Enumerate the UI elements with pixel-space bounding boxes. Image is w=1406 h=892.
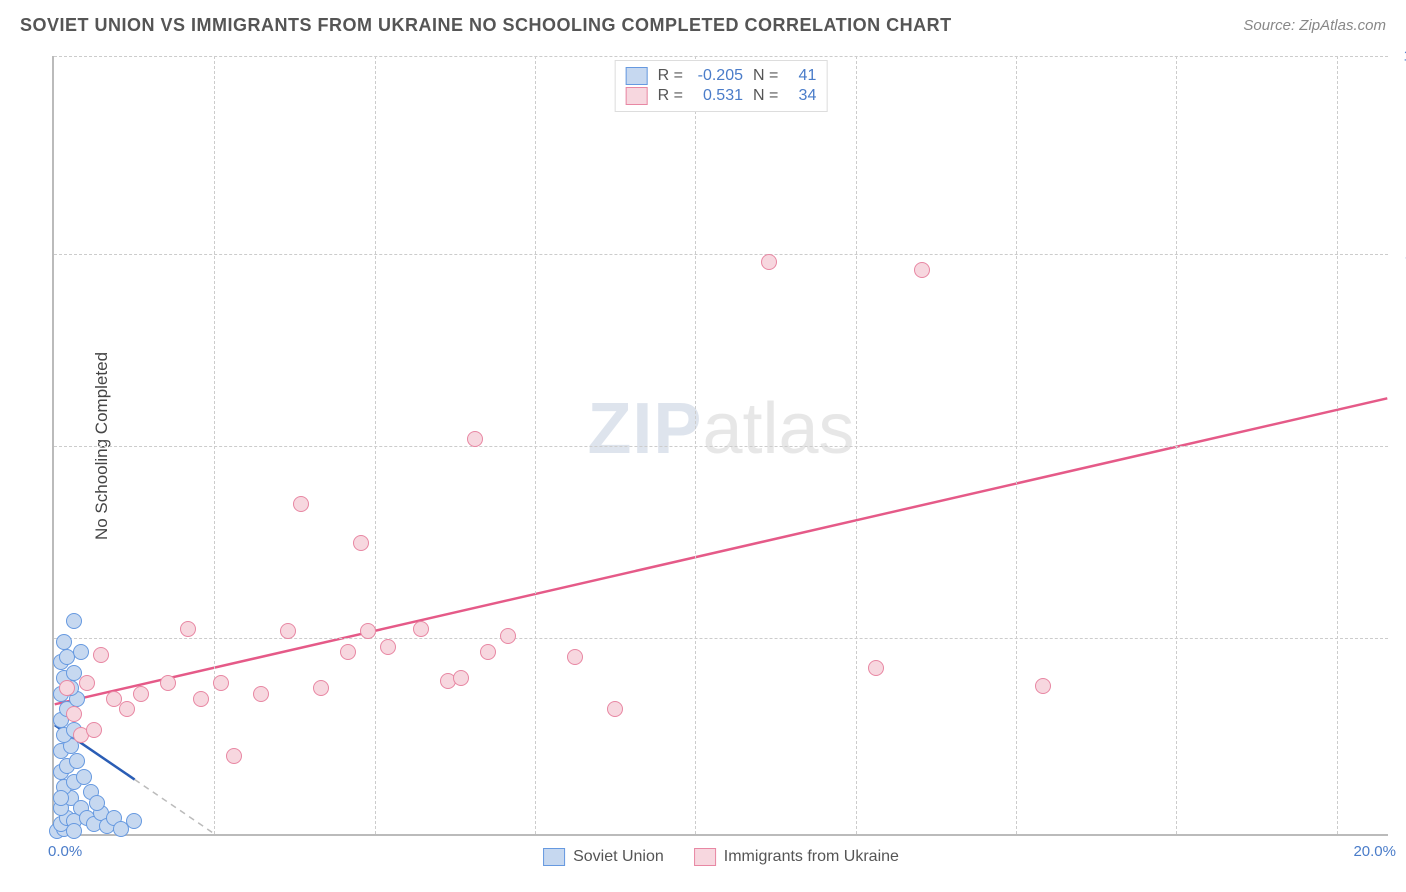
scatter-point-ukraine <box>313 680 329 696</box>
legend-swatch <box>543 848 565 866</box>
legend-label: Soviet Union <box>573 848 664 866</box>
chart-title: SOVIET UNION VS IMMIGRANTS FROM UKRAINE … <box>20 15 952 36</box>
gridline-vertical <box>1016 56 1017 834</box>
scatter-point-ukraine <box>353 535 369 551</box>
scatter-point-ukraine <box>607 701 623 717</box>
scatter-point-soviet <box>66 823 82 839</box>
scatter-point-soviet <box>53 790 69 806</box>
scatter-point-ukraine <box>133 686 149 702</box>
scatter-point-ukraine <box>253 686 269 702</box>
watermark-zip: ZIP <box>587 389 702 469</box>
scatter-point-ukraine <box>340 644 356 660</box>
scatter-point-ukraine <box>213 675 229 691</box>
gridline-vertical <box>695 56 696 834</box>
scatter-point-soviet <box>56 634 72 650</box>
x-tick-label: 20.0% <box>1353 843 1396 860</box>
scatter-point-soviet <box>66 613 82 629</box>
scatter-point-ukraine <box>413 621 429 637</box>
scatter-point-ukraine <box>79 675 95 691</box>
gridline-vertical <box>1176 56 1177 834</box>
scatter-point-ukraine <box>480 644 496 660</box>
stats-row-ukraine: R = 0.531 N = 34 <box>626 87 817 105</box>
gridline-horizontal <box>54 446 1388 447</box>
scatter-point-ukraine <box>567 649 583 665</box>
r-value: -0.205 <box>693 67 743 85</box>
gridline-horizontal <box>54 638 1388 639</box>
scatter-point-soviet <box>69 753 85 769</box>
scatter-point-ukraine <box>86 722 102 738</box>
n-value: 34 <box>788 87 816 105</box>
scatter-point-ukraine <box>59 680 75 696</box>
watermark: ZIPatlas <box>587 388 854 470</box>
scatter-point-ukraine <box>761 254 777 270</box>
gridline-vertical <box>856 56 857 834</box>
scatter-point-ukraine <box>360 623 376 639</box>
legend-swatch <box>694 848 716 866</box>
legend-item-soviet: Soviet Union <box>543 848 664 866</box>
x-tick-label: 0.0% <box>48 843 82 860</box>
scatter-point-soviet <box>76 769 92 785</box>
source-prefix: Source: <box>1243 17 1299 34</box>
r-value: 0.531 <box>693 87 743 105</box>
scatter-point-ukraine <box>467 431 483 447</box>
r-label: R = <box>658 87 683 105</box>
scatter-point-ukraine <box>66 706 82 722</box>
scatter-point-soviet <box>73 644 89 660</box>
legend-item-ukraine: Immigrants from Ukraine <box>694 848 899 866</box>
legend-label: Immigrants from Ukraine <box>724 848 899 866</box>
scatter-point-ukraine <box>160 675 176 691</box>
gridline-horizontal <box>54 254 1388 255</box>
scatter-point-ukraine <box>193 691 209 707</box>
gridline-vertical <box>535 56 536 834</box>
scatter-point-ukraine <box>500 628 516 644</box>
trendline-overlay <box>54 56 1388 834</box>
n-label: N = <box>753 87 778 105</box>
scatter-point-ukraine <box>93 647 109 663</box>
scatter-point-soviet <box>89 795 105 811</box>
scatter-point-ukraine <box>180 621 196 637</box>
gridline-vertical <box>214 56 215 834</box>
scatter-point-ukraine <box>453 670 469 686</box>
y-tick-label: 3.8% <box>1396 630 1406 647</box>
legend-swatch <box>626 67 648 85</box>
y-tick-label: 11.2% <box>1396 245 1406 262</box>
stats-row-soviet: R = -0.205 N = 41 <box>626 67 817 85</box>
scatter-point-ukraine <box>868 660 884 676</box>
gridline-vertical <box>1337 56 1338 834</box>
scatter-point-ukraine <box>914 262 930 278</box>
scatter-point-ukraine <box>380 639 396 655</box>
scatter-point-ukraine <box>1035 678 1051 694</box>
r-label: R = <box>658 67 683 85</box>
chart-header: SOVIET UNION VS IMMIGRANTS FROM UKRAINE … <box>0 0 1406 50</box>
series-legend: Soviet Union Immigrants from Ukraine <box>543 848 899 866</box>
scatter-point-soviet <box>126 813 142 829</box>
scatter-plot-area: ZIPatlas 3.8%7.5%11.2%15.0%0.0%20.0%R =-… <box>52 56 1388 836</box>
y-tick-label: 15.0% <box>1396 48 1406 65</box>
scatter-point-ukraine <box>119 701 135 717</box>
source-name: ZipAtlas.com <box>1299 17 1386 34</box>
scatter-point-ukraine <box>226 748 242 764</box>
n-value: 41 <box>788 67 816 85</box>
y-tick-label: 7.5% <box>1396 438 1406 455</box>
legend-swatch <box>626 87 648 105</box>
correlation-stats-legend: R = -0.205 N = 41 R = 0.531 N = 34 <box>615 60 828 112</box>
source-attribution: Source: ZipAtlas.com <box>1243 17 1386 34</box>
gridline-vertical <box>375 56 376 834</box>
watermark-atlas: atlas <box>702 389 854 469</box>
scatter-point-ukraine <box>280 623 296 639</box>
scatter-point-ukraine <box>293 496 309 512</box>
gridline-horizontal <box>54 56 1388 57</box>
n-label: N = <box>753 67 778 85</box>
